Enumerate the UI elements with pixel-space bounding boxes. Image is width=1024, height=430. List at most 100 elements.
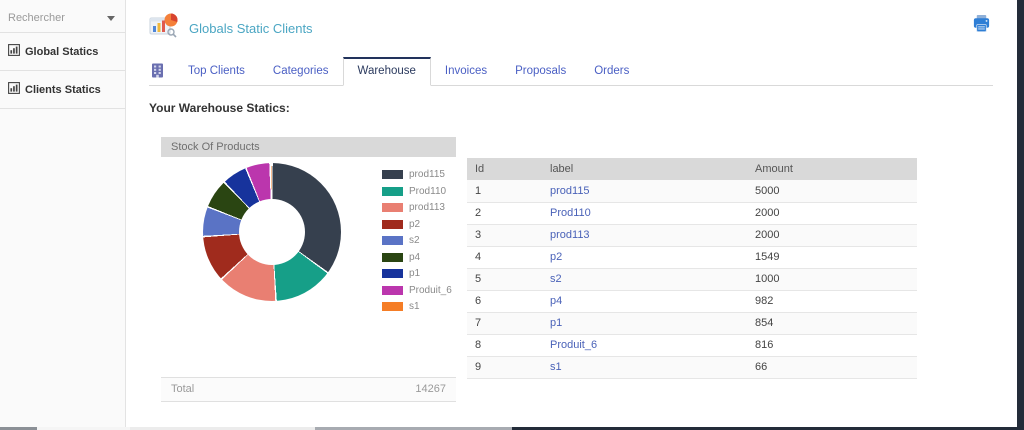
cell-amount: 1000 — [747, 268, 917, 291]
chart-legend: prod115 Prod110 prod113 p2 s2 p4 p1 Produit_6 s1 — [382, 169, 452, 312]
legend-item-p4[interactable]: p4 — [382, 252, 452, 263]
legend-label: Produit_6 — [409, 284, 452, 296]
cell-id: 6 — [467, 290, 542, 313]
stock-table: Id label Amount 1 prod115 5000 2 Prod110 2000… — [467, 158, 917, 379]
page-title: Globals Static Clients — [189, 21, 313, 36]
table-row: 3 prod113 2000 — [467, 224, 917, 247]
legend-item-produit_6[interactable]: Produit_6 — [382, 285, 452, 296]
legend-swatch — [382, 269, 403, 278]
legend-label: prod113 — [409, 202, 445, 213]
table-row: 6 p4 982 — [467, 290, 917, 313]
product-link[interactable]: prod113 — [550, 229, 590, 241]
bar-chart-icon — [8, 44, 20, 59]
legend-item-prod110[interactable]: Prod110 — [382, 186, 452, 197]
legend-label: p4 — [409, 251, 421, 263]
legend-item-prod115[interactable]: prod115 — [382, 169, 452, 180]
product-link[interactable]: p4 — [550, 295, 563, 307]
sidebar: Rechercher Global Statics Clients Statics — [0, 0, 126, 427]
building-icon[interactable] — [149, 58, 174, 85]
table-row: 5 s2 1000 — [467, 268, 917, 291]
legend-swatch — [382, 219, 403, 229]
legend-label: prod115 — [409, 169, 445, 180]
tab-top-clients[interactable]: Top Clients — [188, 65, 245, 77]
sidebar-item-label: Clients Statics — [25, 83, 101, 96]
cell-amount: 5000 — [747, 180, 917, 203]
sidebar-item-global-statics[interactable]: Global Statics — [0, 33, 125, 71]
donut-hole — [239, 199, 305, 265]
window-bottom-edge — [0, 427, 1024, 430]
legend-swatch — [382, 285, 403, 295]
table-row: 4 p2 1549 — [467, 246, 917, 269]
product-link[interactable]: s2 — [550, 273, 562, 285]
table-row: 7 p1 854 — [467, 312, 917, 335]
legend-label: Prod110 — [409, 185, 447, 197]
legend-item-s1[interactable]: s1 — [382, 301, 452, 312]
cell-amount: 982 — [747, 290, 917, 313]
sidebar-item-clients-statics[interactable]: Clients Statics — [0, 71, 125, 109]
legend-swatch — [382, 203, 403, 212]
bar-chart-icon — [8, 82, 20, 97]
tab-invoices[interactable]: Invoices — [444, 65, 488, 77]
tab-orders[interactable]: Orders — [594, 65, 630, 77]
printer-icon[interactable] — [972, 14, 991, 33]
column-header-amount: Amount — [747, 158, 917, 180]
section-title: Your Warehouse Statics: — [149, 101, 290, 115]
legend-item-prod113[interactable]: prod113 — [382, 202, 452, 213]
total-label: Total — [171, 383, 195, 395]
column-header-label: label — [542, 158, 747, 180]
content-row: Stock Of Products prod115 Prod110 prod113 p… — [161, 137, 1017, 402]
cell-amount: 816 — [747, 334, 917, 357]
table-header-row: Id label Amount — [467, 158, 917, 180]
legend-swatch — [382, 186, 403, 196]
cell-id: 1 — [467, 180, 542, 203]
search-placeholder: Rechercher — [8, 12, 65, 24]
product-link[interactable]: Produit_6 — [550, 339, 598, 351]
legend-item-s2[interactable]: s2 — [382, 235, 452, 246]
table-row: 8 Produit_6 816 — [467, 334, 917, 357]
table-row: 2 Prod110 2000 — [467, 202, 917, 225]
total-value: 14267 — [415, 383, 446, 395]
product-link[interactable]: prod115 — [550, 184, 590, 197]
tab-categories[interactable]: Categories — [272, 65, 329, 77]
chart-total-row: Total 14267 — [161, 377, 456, 402]
divider — [0, 32, 125, 33]
cell-amount: 2000 — [747, 224, 917, 247]
legend-swatch — [382, 302, 403, 311]
legend-label: s2 — [409, 235, 420, 246]
cell-amount: 854 — [747, 312, 917, 335]
cell-id: 7 — [467, 312, 542, 335]
legend-item-p1[interactable]: p1 — [382, 268, 452, 279]
page-header: Globals Static Clients — [127, 0, 1017, 45]
product-link[interactable]: Prod110 — [550, 207, 591, 219]
legend-item-p2[interactable]: p2 — [382, 219, 452, 230]
search-dropdown[interactable]: Rechercher — [0, 0, 125, 32]
cell-amount: 2000 — [747, 202, 917, 225]
cell-id: 5 — [467, 268, 542, 291]
stock-chart-panel: Stock Of Products prod115 Prod110 prod113 p… — [161, 137, 456, 402]
chart-area: prod115 Prod110 prod113 p2 s2 p4 p1 Produit_6 s1 — [161, 157, 456, 377]
chart-panel-title: Stock Of Products — [161, 137, 456, 157]
tab-warehouse[interactable]: Warehouse — [342, 57, 431, 86]
tab-proposals[interactable]: Proposals — [515, 65, 567, 77]
product-link[interactable]: s1 — [550, 361, 562, 373]
column-header-id: Id — [467, 158, 542, 180]
cell-id: 3 — [467, 224, 542, 247]
legend-label: s1 — [409, 301, 420, 312]
cell-id: 8 — [467, 334, 542, 357]
cell-amount: 1549 — [747, 246, 917, 269]
statistics-logo-icon — [149, 12, 179, 45]
product-link[interactable]: p1 — [550, 317, 563, 329]
cell-id: 4 — [467, 246, 542, 269]
cell-id: 9 — [467, 356, 542, 379]
legend-swatch — [382, 170, 403, 179]
legend-swatch — [382, 236, 403, 245]
cell-id: 2 — [467, 202, 542, 225]
table-row: 9 s1 66 — [467, 356, 917, 379]
legend-label: p2 — [409, 218, 421, 230]
table-row: 1 prod115 5000 — [467, 180, 917, 203]
legend-swatch — [382, 252, 403, 262]
product-link[interactable]: p2 — [550, 251, 563, 263]
sidebar-item-label: Global Statics — [25, 45, 99, 58]
caret-down-icon — [107, 15, 115, 21]
window-right-edge — [1017, 0, 1024, 430]
